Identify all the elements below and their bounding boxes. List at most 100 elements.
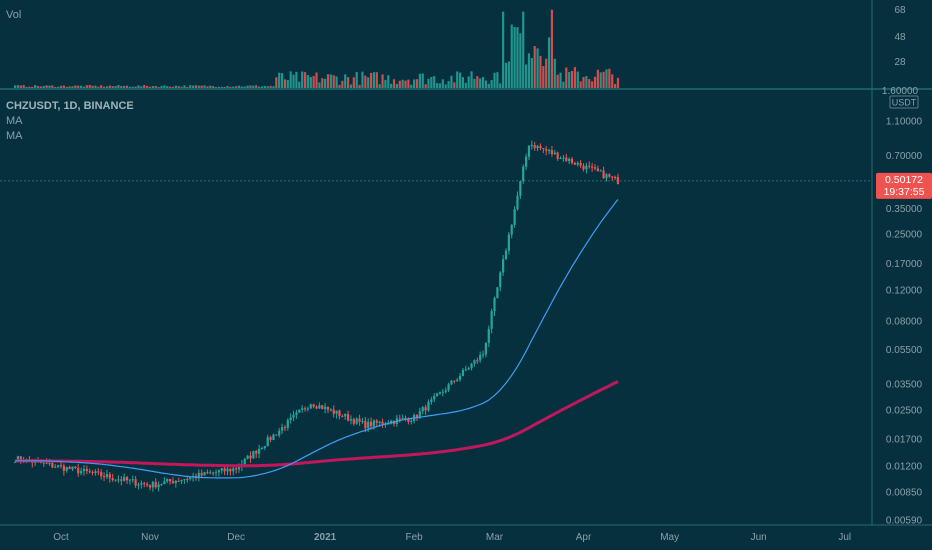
candle-body: [324, 406, 327, 410]
candle-body: [217, 470, 221, 473]
candle-body: [444, 390, 447, 392]
volume-bar: [303, 72, 307, 88]
volume-bar: [203, 85, 206, 88]
volume-bar: [536, 48, 539, 88]
volume-bar: [513, 27, 516, 88]
candle-body: [401, 418, 404, 420]
ma-legend-2[interactable]: MA: [6, 130, 23, 142]
candle-body: [369, 421, 373, 427]
candle-body: [582, 165, 585, 170]
volume-bar: [424, 84, 427, 88]
candle-body: [424, 407, 427, 411]
candle-body: [375, 420, 378, 423]
candle-body: [62, 465, 65, 471]
candle-body: [605, 174, 608, 179]
volume-bar: [209, 85, 212, 88]
candle-body: [355, 418, 358, 424]
volume-bar: [74, 85, 77, 88]
volume-bar: [312, 75, 315, 88]
volume-bar: [237, 85, 241, 88]
volume-bar: [438, 83, 442, 88]
volume-bar: [217, 86, 221, 88]
time-tick: Dec: [227, 532, 245, 543]
candle-body: [585, 165, 588, 170]
volume-bar: [13, 85, 17, 88]
candle-body: [57, 465, 60, 467]
volume-bar: [183, 85, 186, 88]
candle-body: [510, 224, 513, 235]
candle-body: [545, 149, 548, 151]
volume-bar: [565, 67, 568, 88]
volume-bar: [123, 85, 126, 88]
volume-bar: [338, 84, 341, 88]
candle-body: [48, 462, 51, 464]
volume-bar: [372, 72, 376, 88]
volume-bar: [418, 73, 421, 88]
candle-body: [335, 410, 338, 414]
volume-bar: [447, 81, 450, 88]
candle-body: [91, 471, 94, 474]
ma-legend-1[interactable]: MA: [6, 115, 23, 127]
candle-body: [143, 483, 146, 485]
volume-bar: [65, 86, 68, 88]
volume-bar: [240, 86, 243, 88]
candle-body: [212, 472, 215, 474]
volume-bar: [151, 86, 154, 88]
volume-bar: [220, 86, 223, 88]
candle-body: [301, 408, 304, 410]
candle-body: [453, 380, 456, 382]
candle-body: [79, 471, 83, 474]
candle-body: [157, 484, 160, 488]
volume-bar: [346, 77, 350, 88]
volume-separator-label: 1.60000: [882, 86, 919, 97]
volume-bar: [358, 84, 361, 88]
candle-body: [232, 468, 235, 472]
candle-body: [438, 392, 442, 394]
currency-badge[interactable]: USDT: [892, 98, 917, 108]
volume-bar: [229, 86, 232, 88]
candle-body: [77, 467, 80, 474]
volume-bar: [283, 79, 287, 88]
candle-body: [450, 380, 453, 385]
candle-body: [102, 476, 106, 478]
volume-bar: [599, 72, 602, 88]
candle-body: [326, 406, 330, 410]
candle-body: [358, 418, 361, 422]
volume-bar: [522, 11, 525, 89]
symbol-legend[interactable]: CHZUSDT, 1D, BINANCE: [6, 100, 134, 112]
volume-bar: [186, 86, 189, 88]
price-tick: 0.00850: [886, 488, 923, 499]
volume-bar: [292, 74, 295, 88]
price-axis[interactable]: 1.100000.700000.500000.350000.250000.170…: [886, 117, 923, 527]
volume-bar: [326, 74, 330, 88]
volume-bar: [444, 84, 447, 88]
currency-badge-box[interactable]: [889, 95, 919, 109]
volume-bar: [269, 85, 272, 88]
volume-bar: [542, 66, 545, 88]
volume-bar: [545, 58, 548, 88]
candle-body: [576, 162, 579, 165]
volume-bar: [102, 86, 106, 88]
time-axis[interactable]: Oct Nov Dec 2021 Feb Mar Apr May Jun Jul: [53, 532, 851, 543]
volume-bar: [306, 75, 310, 88]
volume-bar: [427, 78, 430, 88]
candle-body: [272, 434, 275, 440]
candle-body: [487, 328, 490, 343]
time-tick: Jun: [751, 532, 767, 543]
volume-bar: [585, 75, 588, 88]
volume-tick: 28: [894, 57, 906, 68]
volume-bar: [77, 85, 80, 88]
candle-body: [367, 421, 370, 429]
candle-body: [352, 419, 355, 424]
candle-body: [527, 145, 531, 157]
price-tick: 0.08000: [886, 317, 923, 328]
volume-bar: [125, 85, 129, 88]
volume-bar: [105, 86, 109, 88]
candle-body: [407, 419, 410, 422]
candle-body: [97, 471, 100, 473]
volume-bar: [605, 69, 608, 88]
candle-body: [418, 411, 421, 418]
volume-bar: [349, 84, 353, 88]
